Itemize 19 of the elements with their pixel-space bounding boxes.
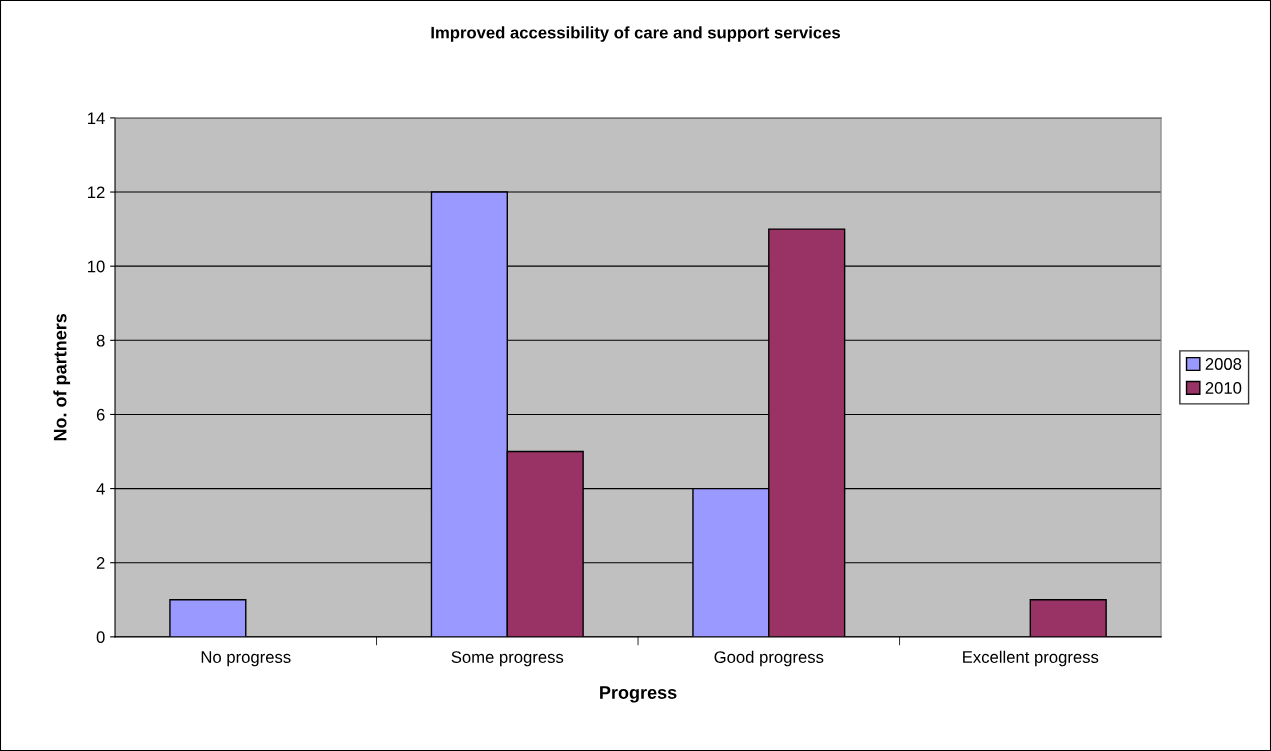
x-tick-label: Excellent progress <box>963 650 1099 667</box>
y-tick-label: 12 <box>88 186 105 199</box>
y-tick-label: 8 <box>96 334 105 347</box>
x-axis-title: Progress <box>600 686 677 703</box>
y-tick-label: 0 <box>96 631 105 644</box>
y-tick-label: 6 <box>96 408 105 421</box>
chart-title: Improved accessibility of care and support services <box>431 26 841 42</box>
y-tick-label: 2 <box>96 557 105 569</box>
bar <box>169 599 247 637</box>
legend-label: 2008 <box>1205 358 1242 370</box>
y-tick-label: 14 <box>88 112 105 124</box>
x-tick-label: No progress <box>201 651 291 667</box>
x-tick-label: Some progress <box>451 651 564 667</box>
legend-label: 2010 <box>1205 382 1242 394</box>
bar <box>1029 599 1107 637</box>
y-axis-title: No. of partners <box>53 313 71 441</box>
y-tick-label: 4 <box>96 483 105 495</box>
x-tick-label: Good progress <box>714 650 824 667</box>
y-tick-label: 10 <box>88 260 105 273</box>
